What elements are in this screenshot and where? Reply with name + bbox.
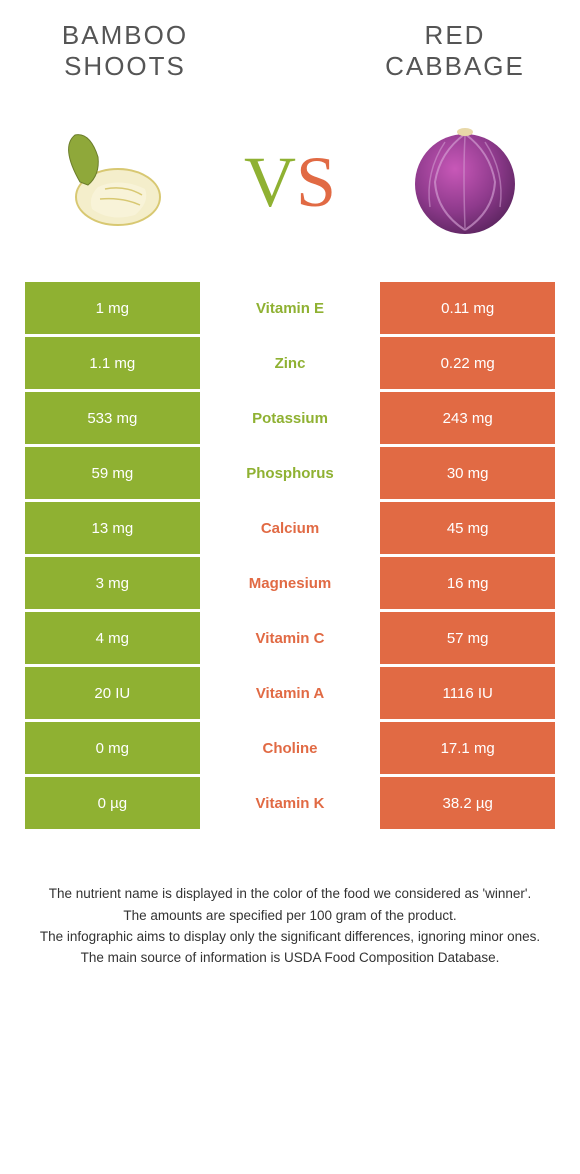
right-value: 243 mg — [380, 392, 555, 444]
table-row: 533 mgPotassium243 mg — [25, 392, 555, 444]
nutrient-name: Vitamin A — [203, 667, 378, 719]
nutrient-name: Vitamin C — [203, 612, 378, 664]
right-value: 1116 IU — [380, 667, 555, 719]
right-value: 0.11 mg — [380, 282, 555, 334]
nutrient-name: Potassium — [203, 392, 378, 444]
left-value: 533 mg — [25, 392, 200, 444]
hero-row: VS — [25, 122, 555, 242]
vs-s: S — [296, 142, 336, 222]
left-value: 13 mg — [25, 502, 200, 554]
right-value: 57 mg — [380, 612, 555, 664]
left-value: 0 µg — [25, 777, 200, 829]
nutrient-name: Vitamin K — [203, 777, 378, 829]
right-value: 17.1 mg — [380, 722, 555, 774]
footer-line-1: The nutrient name is displayed in the co… — [35, 884, 545, 904]
table-row: 1 mgVitamin E0.11 mg — [25, 282, 555, 334]
vs-v: V — [244, 142, 296, 222]
left-value: 1 mg — [25, 282, 200, 334]
footer-line-2: The amounts are specified per 100 gram o… — [35, 906, 545, 926]
table-row: 0 µgVitamin K38.2 µg — [25, 777, 555, 829]
nutrient-name: Vitamin E — [203, 282, 378, 334]
footer-line-4: The main source of information is USDA F… — [35, 948, 545, 968]
left-food-title: Bamboo shoots — [25, 20, 225, 82]
right-value: 45 mg — [380, 502, 555, 554]
red-cabbage-icon — [395, 122, 535, 242]
nutrient-name: Phosphorus — [203, 447, 378, 499]
table-row: 0 mgCholine17.1 mg — [25, 722, 555, 774]
right-value: 16 mg — [380, 557, 555, 609]
table-row: 4 mgVitamin C57 mg — [25, 612, 555, 664]
table-row: 3 mgMagnesium16 mg — [25, 557, 555, 609]
right-food-title: Red cabbage — [355, 20, 555, 82]
table-row: 13 mgCalcium45 mg — [25, 502, 555, 554]
vs-label: VS — [244, 141, 336, 224]
bamboo-shoots-icon — [45, 122, 185, 242]
left-value: 4 mg — [25, 612, 200, 664]
nutrient-name: Choline — [203, 722, 378, 774]
footer-notes: The nutrient name is displayed in the co… — [25, 884, 555, 968]
left-value: 3 mg — [25, 557, 200, 609]
left-value: 20 IU — [25, 667, 200, 719]
left-value: 59 mg — [25, 447, 200, 499]
left-value: 1.1 mg — [25, 337, 200, 389]
right-value: 0.22 mg — [380, 337, 555, 389]
table-row: 59 mgPhosphorus30 mg — [25, 447, 555, 499]
table-row: 20 IUVitamin A1116 IU — [25, 667, 555, 719]
table-row: 1.1 mgZinc0.22 mg — [25, 337, 555, 389]
nutrient-table: 1 mgVitamin E0.11 mg1.1 mgZinc0.22 mg533… — [25, 282, 555, 829]
footer-line-3: The infographic aims to display only the… — [35, 927, 545, 947]
header-row: Bamboo shoots Red cabbage — [25, 20, 555, 82]
right-value: 38.2 µg — [380, 777, 555, 829]
right-value: 30 mg — [380, 447, 555, 499]
nutrient-name: Magnesium — [203, 557, 378, 609]
left-value: 0 mg — [25, 722, 200, 774]
nutrient-name: Zinc — [203, 337, 378, 389]
nutrient-name: Calcium — [203, 502, 378, 554]
